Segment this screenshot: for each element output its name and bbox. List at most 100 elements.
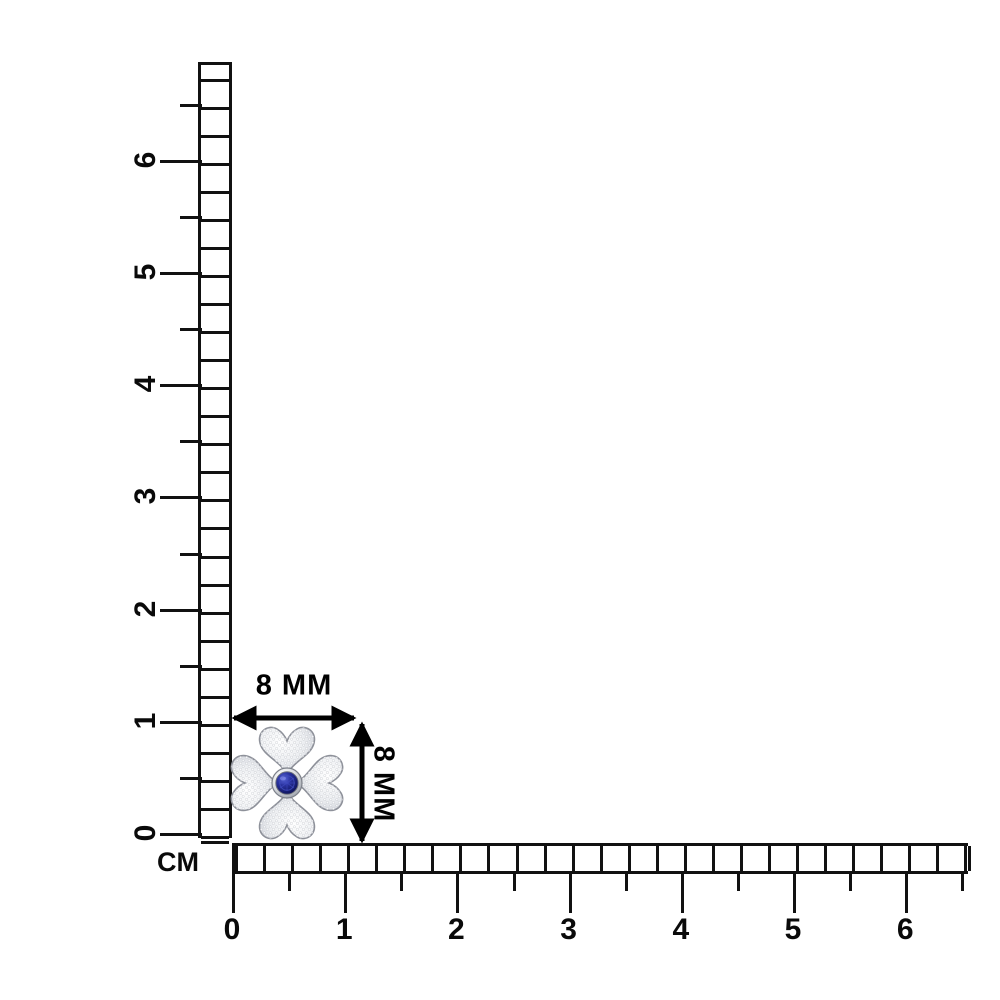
horizontal-ruler-rung [683, 846, 687, 871]
horizontal-ruler-rung [515, 846, 519, 871]
horizontal-ruler-rung [936, 846, 940, 871]
vertical-ruler-rung [201, 499, 229, 503]
horizontal-ruler-rung [403, 846, 407, 871]
horizontal-ruler-rung [711, 846, 715, 871]
horizontal-ruler-label: 0 [223, 913, 241, 946]
horizontal-ruler-major-tick [456, 871, 460, 913]
height-dimension-label: 8 MM [367, 745, 400, 823]
horizontal-ruler-rung [599, 846, 603, 871]
vertical-ruler-minor-tick [180, 552, 202, 556]
vertical-ruler-label: 1 [129, 712, 162, 730]
horizontal-ruler-minor-tick [288, 871, 292, 891]
vertical-ruler-rung [201, 78, 229, 82]
vertical-ruler-major-tick [160, 496, 202, 500]
vertical-ruler-tick-strip [198, 62, 232, 844]
horizontal-ruler-rung [263, 846, 267, 871]
horizontal-ruler-rung [627, 846, 631, 871]
horizontal-ruler-rung [235, 846, 238, 871]
vertical-ruler-rung [201, 639, 229, 643]
vertical-ruler-major-tick [160, 608, 202, 612]
horizontal-ruler-rung [375, 846, 379, 871]
vertical-ruler-rung [201, 275, 229, 278]
petal-top [258, 726, 316, 778]
cm-unit-label: CM [157, 847, 199, 877]
petal-left [230, 754, 282, 812]
horizontal-ruler-minor-tick [624, 871, 628, 891]
vertical-ruler-minor-tick [180, 440, 202, 444]
horizontal-ruler-label: 1 [335, 913, 353, 946]
horizontal-ruler-label: 4 [672, 913, 690, 946]
vertical-ruler-rung [201, 218, 229, 222]
vertical-ruler-rung [201, 387, 229, 391]
vertical-ruler-rung [201, 807, 229, 811]
vertical-ruler-rung [201, 359, 229, 363]
horizontal-ruler-rung [796, 846, 799, 871]
vertical-ruler-rung [201, 415, 229, 419]
horizontal-ruler-rung [968, 846, 971, 871]
horizontal-ruler-tick-strip [232, 843, 971, 874]
horizontal-ruler-rung [319, 846, 323, 871]
vertical-ruler-rung [201, 667, 229, 671]
horizontal-ruler-rung [543, 846, 547, 871]
width-dimension-label: 8 MM [255, 669, 333, 702]
horizontal-ruler-rung [852, 846, 856, 871]
horizontal-ruler-rung [880, 846, 884, 871]
vertical-ruler-rung [201, 611, 229, 615]
vertical-ruler-rung [201, 723, 229, 727]
horizontal-ruler-major-tick [344, 871, 348, 913]
horizontal-ruler-rung [964, 846, 968, 871]
vertical-ruler-rung [201, 303, 229, 307]
vertical-ruler-rung [201, 695, 229, 699]
horizontal-ruler-major-tick [793, 871, 796, 913]
vertical-ruler-rung [201, 190, 229, 194]
petal-bottom [258, 788, 316, 840]
vertical-ruler-major-tick [160, 384, 202, 388]
horizontal-ruler-rung [908, 846, 912, 871]
vertical-ruler-major-tick [160, 833, 202, 836]
vertical-ruler-rung [201, 106, 229, 110]
horizontal-ruler-label: 2 [448, 913, 465, 946]
vertical-ruler-major-tick [160, 159, 202, 163]
vertical-ruler-minor-tick [180, 215, 202, 219]
horizontal-ruler-major-tick [232, 871, 235, 913]
vertical-ruler-rung [201, 331, 229, 335]
vertical-ruler-rung [201, 471, 229, 475]
horizontal-ruler-label: 6 [896, 913, 914, 946]
vertical-ruler-rung [201, 583, 229, 587]
vertical-ruler-rung [201, 751, 229, 755]
horizontal-ruler-minor-tick [400, 871, 404, 891]
center-sapphire [271, 767, 303, 799]
vertical-ruler-minor-tick [180, 103, 202, 107]
vertical-ruler-rung [201, 779, 229, 783]
horizontal-ruler-rung [431, 846, 435, 871]
vertical-ruler-label: 3 [129, 488, 162, 505]
horizontal-ruler-rung [291, 846, 295, 871]
vertical-ruler-minor-tick [180, 776, 202, 780]
horizontal-ruler-rung [571, 846, 575, 871]
petal-right [292, 754, 344, 812]
horizontal-ruler-major-tick [905, 871, 909, 913]
horizontal-ruler-rung [767, 846, 771, 871]
horizontal-ruler-rung [459, 846, 463, 871]
vertical-ruler-rung [201, 836, 229, 839]
vertical-ruler-rung [201, 134, 229, 138]
four-leaf-clover-pendant [226, 722, 348, 844]
vertical-ruler-rung [201, 527, 229, 531]
horizontal-ruler-major-tick [568, 871, 572, 913]
horizontal-ruler-rung [655, 846, 659, 871]
horizontal-ruler-rung [824, 846, 828, 871]
horizontal-ruler-label: 5 [784, 913, 802, 946]
vertical-ruler-label: 4 [129, 375, 162, 393]
horizontal-ruler-minor-tick [961, 871, 965, 891]
vertical-ruler-label: 5 [129, 263, 162, 281]
vertical-ruler-label: 6 [129, 151, 162, 169]
horizontal-ruler-major-tick [680, 871, 684, 913]
horizontal-ruler-rung [347, 846, 351, 871]
vertical-ruler-rung [201, 555, 229, 559]
vertical-ruler-minor-tick [180, 664, 202, 668]
vertical-ruler-label: 0 [129, 824, 162, 842]
horizontal-ruler-label: 3 [560, 913, 577, 946]
horizontal-ruler-minor-tick [512, 871, 516, 891]
horizontal-ruler-minor-tick [849, 871, 853, 891]
